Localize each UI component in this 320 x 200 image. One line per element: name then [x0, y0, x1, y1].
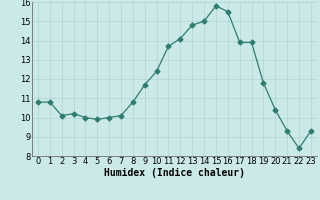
X-axis label: Humidex (Indice chaleur): Humidex (Indice chaleur) — [104, 168, 245, 178]
